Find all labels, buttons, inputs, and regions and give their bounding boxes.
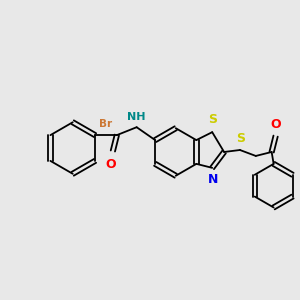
Text: S: S (208, 113, 217, 126)
Text: O: O (270, 118, 281, 131)
Text: O: O (106, 158, 116, 171)
Text: S: S (236, 132, 245, 145)
Text: Br: Br (99, 119, 112, 129)
Text: N: N (208, 173, 218, 186)
Text: NH: NH (128, 112, 146, 122)
